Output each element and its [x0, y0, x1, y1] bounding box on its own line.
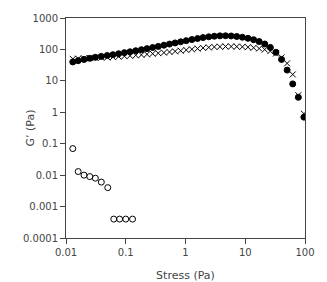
svg-text:G’ (Pa): G’ (Pa) — [24, 110, 37, 147]
svg-text:0.01: 0.01 — [55, 247, 77, 258]
svg-text:100: 100 — [295, 247, 314, 258]
svg-text:0.0001: 0.0001 — [23, 233, 58, 244]
svg-text:1: 1 — [52, 107, 58, 118]
svg-text:1000: 1000 — [33, 13, 58, 24]
svg-text:0.1: 0.1 — [42, 138, 58, 149]
svg-text:0.1: 0.1 — [118, 247, 134, 258]
svg-text:Stress (Pa): Stress (Pa) — [156, 269, 215, 282]
svg-text:1: 1 — [182, 247, 188, 258]
svg-text:0.01: 0.01 — [36, 170, 58, 181]
svg-text:10: 10 — [45, 75, 58, 86]
svg-text:0.001: 0.001 — [29, 201, 58, 212]
svg-text:10: 10 — [239, 247, 252, 258]
svg-text:100: 100 — [39, 44, 58, 55]
